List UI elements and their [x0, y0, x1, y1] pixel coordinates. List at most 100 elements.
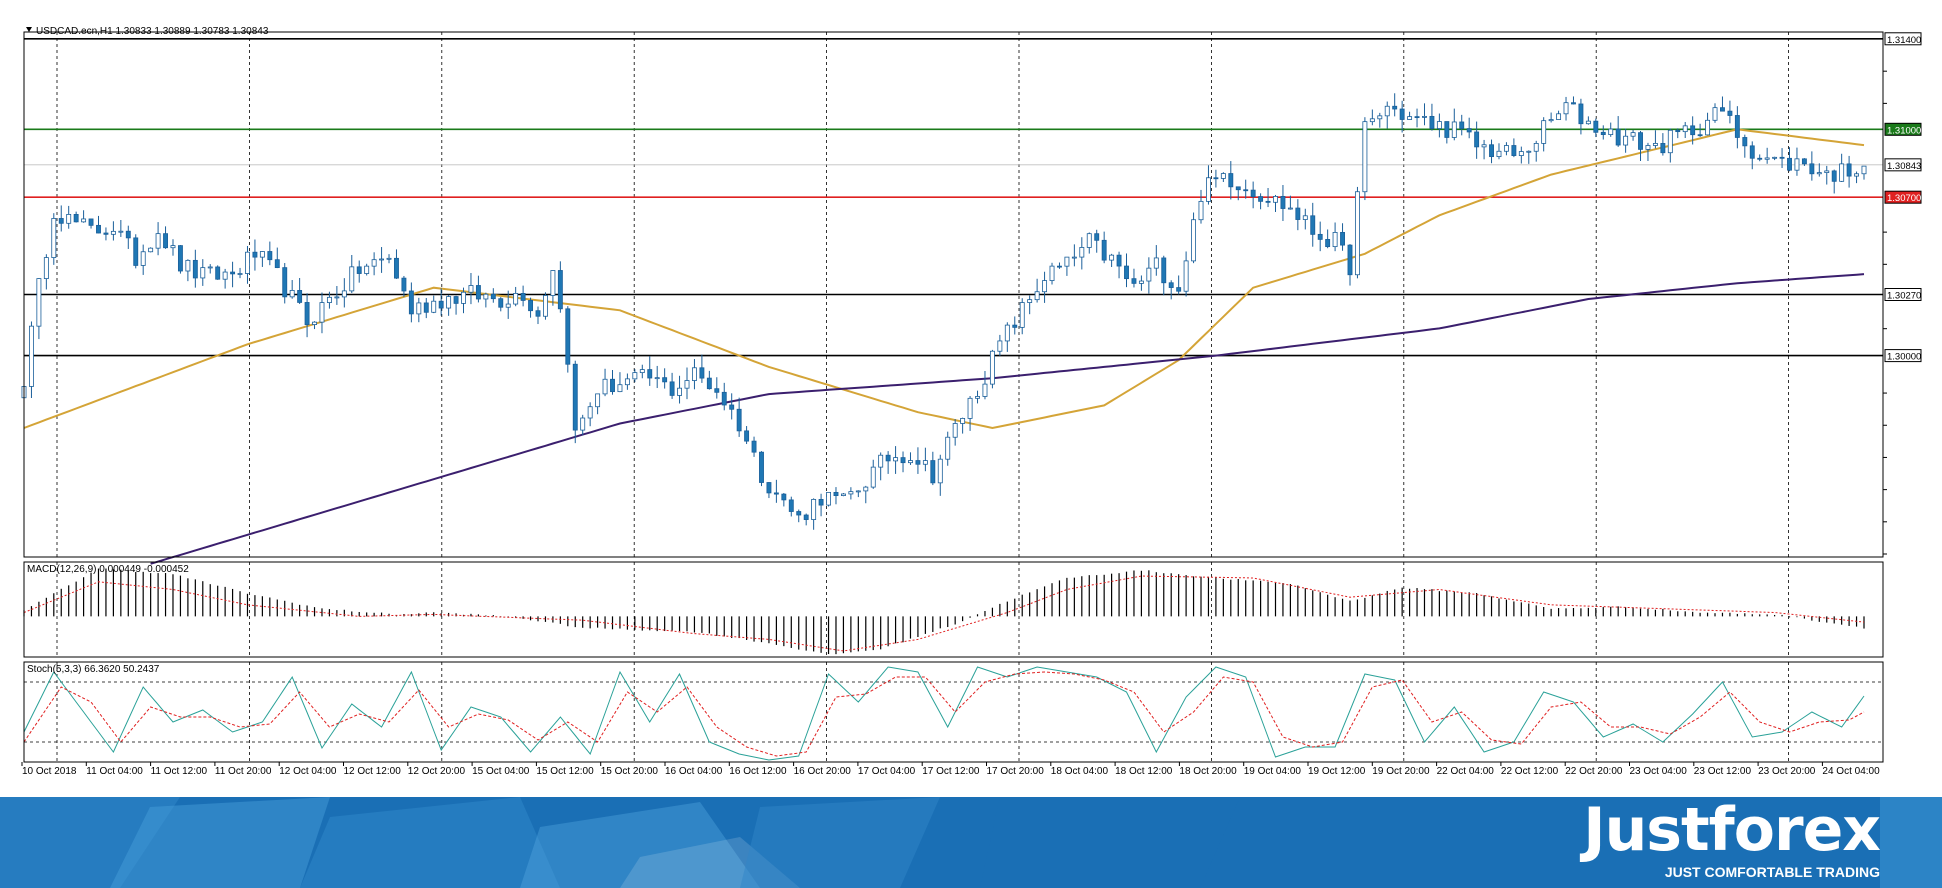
bull-candle	[1548, 119, 1554, 122]
collapse-triangle-icon[interactable]	[26, 27, 32, 32]
bull-candle	[140, 251, 146, 266]
bull-candle	[1436, 121, 1442, 129]
time-tick-label: 19 Oct 12:00	[1308, 766, 1366, 777]
bull-candle	[505, 303, 511, 308]
time-tick-label: 12 Oct 20:00	[408, 766, 466, 777]
moving-averages	[23, 128, 1865, 565]
bull-candle	[863, 486, 869, 492]
level-tag	[1884, 158, 1922, 172]
level-tag	[1884, 32, 1922, 46]
bull-candle	[148, 247, 154, 253]
bear-candle	[73, 214, 79, 223]
bull-candle	[1354, 191, 1360, 276]
bull-candle	[1772, 156, 1778, 159]
bear-candle	[930, 460, 936, 484]
bear-candle	[557, 270, 563, 310]
bull-candle	[975, 396, 980, 399]
bull-candle	[1533, 143, 1539, 152]
time-tick-label: 11 Oct 04:00	[86, 766, 143, 777]
bull-candle	[170, 245, 176, 249]
bull-candle	[1854, 173, 1859, 177]
bull-candle	[1109, 254, 1115, 261]
bull-candle	[222, 271, 228, 280]
bull-candle	[840, 493, 846, 496]
footer-banner	[0, 797, 1942, 888]
bear-candle	[662, 377, 668, 383]
bull-candle	[1794, 158, 1800, 171]
bear-candle	[1176, 287, 1182, 292]
bear-candle	[125, 230, 131, 239]
bear-candle	[1444, 121, 1450, 138]
bull-candle	[908, 460, 913, 464]
bull-candle	[81, 218, 87, 223]
bull-candle	[952, 423, 958, 438]
bull-candle	[1362, 121, 1368, 193]
bull-candle	[446, 296, 452, 309]
level-tag	[1884, 288, 1922, 301]
bear-candle	[1310, 215, 1316, 235]
bear-candle	[781, 493, 787, 501]
bull-candle	[997, 340, 1003, 352]
bear-candle	[1228, 173, 1234, 188]
bear-candle	[1168, 282, 1174, 288]
bear-candle	[1675, 129, 1681, 133]
bull-candle	[1049, 265, 1055, 281]
bull-candle	[341, 290, 347, 298]
bull-candle	[483, 293, 489, 300]
footer-shape	[980, 797, 1240, 888]
bear-candle	[498, 298, 504, 308]
level-lines	[24, 37, 1883, 357]
time-axis: 10 Oct 2018 11 Oct 04:00 11 Oct 12:00 11 Oc…	[21, 762, 1880, 777]
bear-candle	[759, 451, 764, 483]
bull-candle	[1630, 132, 1636, 137]
bear-candle	[490, 293, 496, 300]
bull-candle	[1652, 143, 1658, 146]
bull-candle	[848, 491, 854, 495]
time-tick-label: 18 Oct 04:00	[1051, 766, 1109, 777]
bull-candle	[1302, 215, 1308, 220]
bear-candle	[1295, 207, 1301, 220]
bear-candle	[297, 290, 303, 303]
bull-candle	[677, 387, 682, 396]
bull-candle	[364, 265, 370, 274]
bull-candle	[245, 251, 250, 274]
bear-candle	[1660, 143, 1666, 154]
bear-candle	[453, 296, 459, 304]
bear-candle	[610, 378, 615, 393]
bear-candle	[438, 300, 444, 309]
bull-candle	[550, 270, 556, 296]
time-tick-label: 23 Oct 04:00	[1630, 766, 1688, 777]
footer-shape	[520, 802, 760, 888]
bull-candle	[200, 267, 206, 279]
bear-candle	[1690, 125, 1696, 136]
bear-candle	[282, 267, 288, 298]
bull-candle	[43, 257, 49, 279]
bear-candle	[1511, 145, 1517, 156]
ma-slow-line	[150, 273, 1865, 565]
panel-frame	[23, 561, 1884, 658]
bear-candle	[706, 377, 712, 390]
bear-candle	[1600, 131, 1606, 135]
bear-candle	[394, 257, 399, 279]
brand-logo: Justforex	[1583, 795, 1881, 865]
ma-fast-line	[23, 128, 1865, 430]
bear-candle	[833, 491, 839, 496]
bull-candle	[1667, 129, 1673, 154]
bear-candle	[1116, 254, 1122, 267]
bull-candle	[1556, 113, 1562, 120]
bull-candle	[155, 233, 161, 249]
macd-panel	[23, 568, 1865, 655]
bull-candle	[468, 285, 474, 293]
bear-candle	[699, 367, 705, 379]
bull-candle	[1191, 219, 1197, 262]
bear-candle	[729, 404, 735, 410]
bear-candle	[252, 251, 258, 258]
bear-candle	[751, 440, 757, 453]
bull-candle	[1042, 280, 1048, 293]
bull-candle	[1034, 291, 1040, 301]
bear-candle	[1831, 170, 1837, 182]
bull-candle	[811, 498, 817, 520]
macd-signal-line	[23, 575, 1865, 652]
bull-candle	[1623, 135, 1629, 146]
bull-candle	[639, 369, 645, 374]
